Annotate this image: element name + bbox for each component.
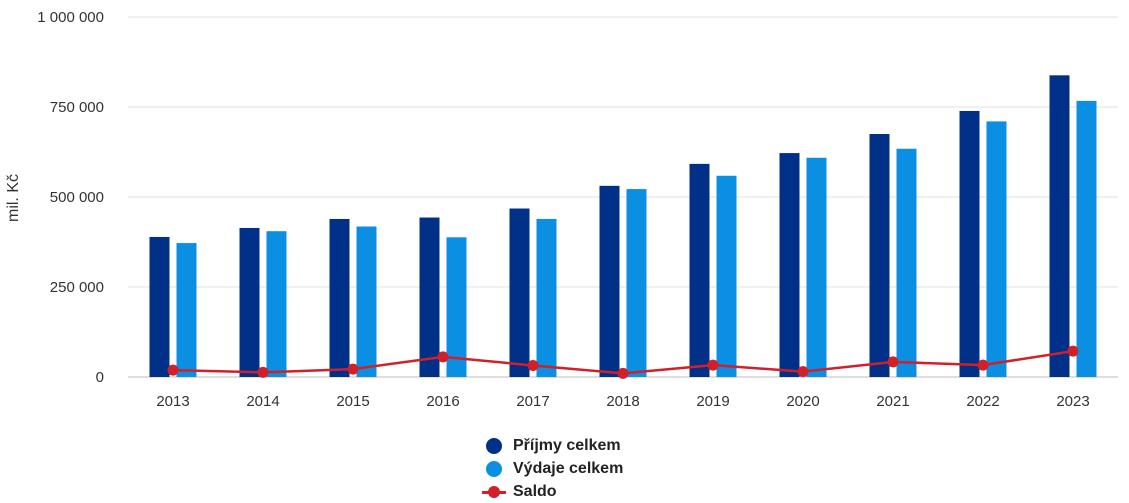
legend-marker-prijmy	[482, 437, 506, 455]
y-axis-tick-labels: 0 250 000 500 000 750 000 1 000 000	[37, 9, 104, 386]
bar-vydaje-2023[interactable]	[1076, 100, 1097, 377]
bar-prijmy-2017[interactable]	[509, 208, 530, 377]
bar-prijmy-2022[interactable]	[959, 110, 980, 378]
x-tick-label: 2018	[606, 393, 639, 410]
saldo-point-2023[interactable]	[1067, 345, 1079, 357]
y-tick-label: 1 000 000	[37, 9, 104, 26]
saldo-point-2015[interactable]	[347, 363, 359, 375]
saldo-point-2018[interactable]	[617, 367, 629, 379]
legend-item-vydaje[interactable]: Výdaje celkem	[482, 457, 623, 480]
x-tick-label: 2013	[156, 393, 189, 410]
bar-vydaje-2022[interactable]	[986, 121, 1007, 378]
bar-vydaje-2013[interactable]	[176, 243, 197, 377]
x-tick-label: 2021	[876, 393, 909, 410]
saldo-point-2014[interactable]	[257, 366, 269, 378]
legend: Příjmy celkem Výdaje celkem Saldo	[482, 434, 623, 503]
bar-prijmy-2021[interactable]	[869, 134, 890, 377]
x-tick-label: 2015	[336, 393, 369, 410]
x-axis-tick-labels: 2013 2014 2015 2016 2017 2018 2019 2020 2021 2022…	[156, 393, 1089, 410]
bar-prijmy-2013[interactable]	[149, 236, 170, 377]
y-tick-label: 750 000	[50, 99, 104, 116]
x-tick-label: 2016	[426, 393, 459, 410]
bar-vydaje-2016[interactable]	[446, 237, 467, 377]
saldo-line-series	[167, 345, 1079, 379]
bar-series	[149, 75, 1097, 378]
legend-marker-vydaje	[482, 460, 506, 478]
bar-prijmy-2020[interactable]	[779, 153, 800, 377]
bar-vydaje-2014[interactable]	[266, 231, 287, 377]
bar-vydaje-2015[interactable]	[356, 226, 377, 377]
saldo-point-2020[interactable]	[797, 366, 809, 378]
x-tick-label: 2017	[516, 393, 549, 410]
bar-prijmy-2014[interactable]	[239, 227, 260, 377]
bar-vydaje-2018[interactable]	[626, 189, 647, 377]
legend-label-vydaje: Výdaje celkem	[513, 459, 624, 477]
legend-label-saldo: Saldo	[513, 482, 557, 500]
y-tick-label: 500 000	[50, 189, 104, 206]
bar-prijmy-2016[interactable]	[419, 217, 440, 377]
saldo-point-2019[interactable]	[707, 359, 719, 371]
saldo-point-2017[interactable]	[527, 359, 539, 371]
saldo-point-2022[interactable]	[977, 359, 989, 371]
saldo-point-2021[interactable]	[887, 356, 899, 368]
bar-vydaje-2017[interactable]	[536, 218, 557, 377]
x-tick-label: 2022	[966, 393, 999, 410]
gridlines	[128, 16, 1118, 378]
bar-prijmy-2018[interactable]	[599, 185, 620, 377]
bar-vydaje-2020[interactable]	[806, 157, 827, 377]
legend-marker-saldo	[482, 483, 506, 501]
x-tick-label: 2019	[696, 393, 729, 410]
saldo-point-2013[interactable]	[167, 364, 179, 376]
x-tick-label: 2023	[1056, 393, 1089, 410]
x-tick-label: 2014	[246, 393, 279, 410]
bar-prijmy-2023[interactable]	[1049, 75, 1070, 377]
bar-prijmy-2019[interactable]	[689, 163, 710, 377]
chart: 0 250 000 500 000 750 000 1 000 000 2013 2014…	[5, 9, 1118, 410]
legend-item-prijmy[interactable]: Příjmy celkem	[482, 434, 623, 457]
bar-prijmy-2015[interactable]	[329, 218, 350, 377]
legend-label-prijmy: Příjmy celkem	[513, 436, 621, 454]
bar-vydaje-2021[interactable]	[896, 148, 917, 377]
y-axis-title: mil. Kč	[5, 174, 22, 222]
saldo-point-2016[interactable]	[437, 351, 449, 363]
x-tick-label: 2020	[786, 393, 819, 410]
y-tick-label: 0	[96, 369, 104, 386]
bar-vydaje-2019[interactable]	[716, 175, 737, 377]
y-tick-label: 250 000	[50, 279, 104, 296]
legend-item-saldo[interactable]: Saldo	[482, 480, 623, 503]
